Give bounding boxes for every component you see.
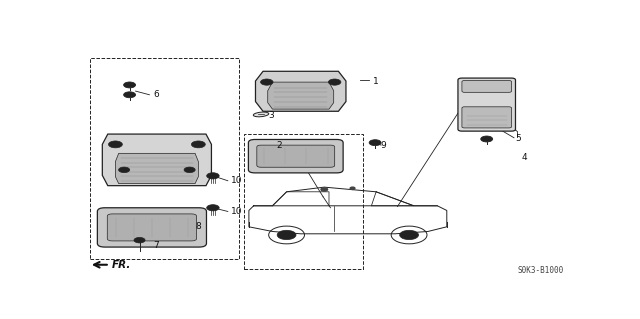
FancyBboxPatch shape	[108, 214, 196, 241]
Circle shape	[369, 140, 381, 145]
Text: 10: 10	[231, 176, 243, 185]
Circle shape	[277, 230, 296, 240]
Text: 10: 10	[231, 207, 243, 216]
Circle shape	[134, 237, 145, 243]
Circle shape	[481, 136, 493, 142]
Polygon shape	[268, 82, 333, 109]
Circle shape	[328, 79, 341, 85]
FancyBboxPatch shape	[462, 107, 511, 128]
Polygon shape	[255, 71, 346, 111]
Text: 7: 7	[153, 241, 159, 250]
Text: S0K3-B1000: S0K3-B1000	[517, 266, 564, 275]
Circle shape	[184, 167, 195, 173]
Text: 3: 3	[269, 111, 274, 120]
FancyBboxPatch shape	[248, 139, 343, 173]
FancyBboxPatch shape	[462, 80, 511, 92]
Circle shape	[124, 82, 136, 88]
Polygon shape	[102, 134, 211, 186]
Ellipse shape	[253, 112, 269, 117]
FancyBboxPatch shape	[458, 78, 515, 131]
Circle shape	[207, 173, 219, 179]
Circle shape	[191, 141, 205, 148]
Circle shape	[124, 92, 136, 98]
Text: 8: 8	[195, 222, 201, 231]
FancyBboxPatch shape	[97, 208, 207, 247]
Circle shape	[207, 205, 219, 211]
Text: 9: 9	[380, 141, 386, 150]
Circle shape	[108, 141, 122, 148]
Circle shape	[350, 187, 355, 189]
Circle shape	[321, 188, 328, 191]
Circle shape	[260, 79, 273, 85]
Text: 4: 4	[522, 153, 527, 162]
Circle shape	[118, 167, 130, 173]
Circle shape	[399, 230, 419, 240]
Text: 1: 1	[372, 77, 378, 86]
Polygon shape	[115, 153, 198, 184]
Text: 5: 5	[515, 135, 521, 144]
Text: 2: 2	[276, 141, 282, 150]
Text: 6: 6	[154, 90, 159, 99]
Text: FR.: FR.	[112, 260, 132, 270]
FancyBboxPatch shape	[257, 145, 335, 167]
